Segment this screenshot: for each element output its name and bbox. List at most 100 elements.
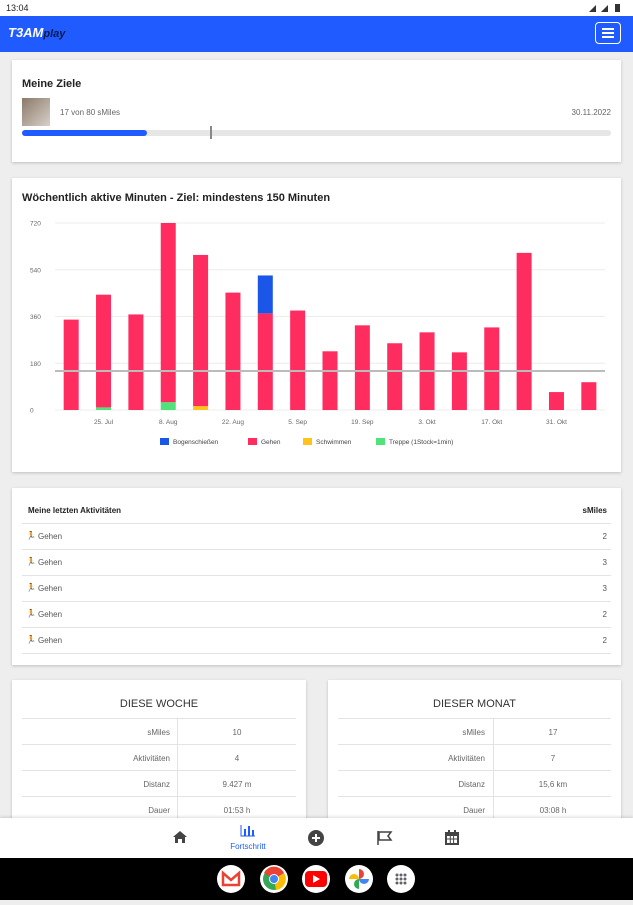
stats-label: sMiles xyxy=(462,728,485,737)
activity-icon: 🏃 xyxy=(26,609,36,618)
goal-date: 30.11.2022 xyxy=(571,108,611,117)
x-tick-label: 17. Okt xyxy=(481,419,502,426)
flag-tab[interactable] xyxy=(376,830,394,846)
cell-divider xyxy=(493,771,494,797)
bar-segment xyxy=(160,402,176,410)
cell-divider xyxy=(493,797,494,823)
menu-button[interactable] xyxy=(595,22,621,44)
calendar-tab[interactable] xyxy=(444,829,460,846)
stats-label: Dauer xyxy=(463,806,485,815)
app-bar: T3AMplay xyxy=(0,16,633,52)
goal-image xyxy=(22,98,50,126)
x-tick-label: 5. Sep xyxy=(288,419,307,426)
x-tick-label: 8. Aug xyxy=(159,419,178,426)
bar-segment xyxy=(387,343,403,410)
bar-segment xyxy=(96,407,112,410)
bar-segment xyxy=(322,351,338,410)
y-tick-label: 0 xyxy=(30,408,34,415)
column-header: sMiles xyxy=(582,506,607,515)
activity-icon: 🏃 xyxy=(26,531,36,540)
stats-label: Dauer xyxy=(148,806,170,815)
stats-value: 4 xyxy=(234,754,240,763)
progress-marker xyxy=(210,126,212,139)
stats-row: sMiles 17 xyxy=(338,718,611,745)
y-tick-label: 180 xyxy=(30,361,41,368)
goals-card: Meine Ziele 17 von 80 sMiles 30.11.2022 xyxy=(12,60,621,162)
goals-title: Meine Ziele xyxy=(22,78,82,90)
stats-value: 01:53 h xyxy=(223,806,251,815)
activity-row: 🏃 Gehen 3 xyxy=(22,549,611,576)
legend-label: Bogenschießen xyxy=(173,439,219,446)
bar-segment xyxy=(193,406,209,410)
bar-segment xyxy=(128,314,144,410)
activity-icon: 🏃 xyxy=(26,635,36,644)
stats-title: DIESE WOCHE xyxy=(119,698,199,710)
bar-segment xyxy=(516,252,532,410)
activity-row: 🏃 Gehen 3 xyxy=(22,575,611,602)
bar-segment xyxy=(548,392,564,410)
activity-smiles: 2 xyxy=(602,636,607,645)
legend-swatch xyxy=(248,438,257,445)
activity-smiles: 3 xyxy=(602,558,607,567)
stats-row: Dauer 01:53 h xyxy=(22,796,296,823)
legend-swatch xyxy=(303,438,312,445)
chart-title: Wöchentlich aktive Minuten - Ziel: minde… xyxy=(22,192,330,204)
stats-value: 03:08 h xyxy=(539,806,567,815)
cell-divider xyxy=(177,745,178,771)
legend-label: Schwimmen xyxy=(316,439,352,446)
stats-row: Dauer 03:08 h xyxy=(338,796,611,823)
y-tick-label: 720 xyxy=(30,221,41,228)
stats-value: 9.427 m xyxy=(222,780,252,789)
logo[interactable]: T3AMplay xyxy=(8,25,65,40)
stats-label: sMiles xyxy=(147,728,170,737)
cell-divider xyxy=(177,771,178,797)
bar-segment xyxy=(225,292,241,410)
activity-icon: 🏃 xyxy=(26,583,36,592)
stats-row: sMiles 10 xyxy=(22,718,296,745)
x-tick-label: 19. Sep xyxy=(351,419,374,426)
add-tab[interactable] xyxy=(308,830,324,846)
x-tick-label: 31. Okt xyxy=(546,419,567,426)
x-tick-label: 22. Aug xyxy=(222,419,244,426)
stats-row: Aktivitäten 4 xyxy=(22,744,296,771)
progress-tab[interactable]: Fortschritt xyxy=(222,824,274,851)
bar-segment xyxy=(290,310,306,410)
activity-name: Gehen xyxy=(38,584,63,593)
stats-label: Distanz xyxy=(143,780,170,789)
stats-value: 17 xyxy=(548,728,558,737)
activities-title: Meine letzten Aktivitäten xyxy=(28,506,122,515)
bar-segment xyxy=(257,275,273,314)
bar-segment xyxy=(581,382,597,410)
bottom-nav: Fortschritt xyxy=(0,818,633,858)
activity-smiles: 2 xyxy=(602,532,607,541)
x-tick-label: 25. Jul xyxy=(94,419,114,426)
table-header: Meine letzten Aktivitäten sMiles xyxy=(22,497,611,524)
y-tick-label: 360 xyxy=(30,314,41,321)
stats-row: Aktivitäten 7 xyxy=(338,744,611,771)
system-bar xyxy=(0,858,633,900)
bar-segment xyxy=(193,254,209,407)
activity-name: Gehen xyxy=(38,558,63,567)
activity-smiles: 2 xyxy=(602,610,607,619)
stats-label: Distanz xyxy=(458,780,485,789)
activity-row: 🏃 Gehen 2 xyxy=(22,523,611,550)
bar-segment xyxy=(354,325,370,410)
cell-divider xyxy=(493,719,494,745)
stats-value: 15,6 km xyxy=(538,780,568,789)
activity-icon: 🏃 xyxy=(26,557,36,566)
stats-card: DIESER MONAT sMiles 17 Aktivitäten 7 Distanz 1… xyxy=(328,680,621,840)
bar-segment xyxy=(484,327,500,410)
home-tab[interactable] xyxy=(172,830,188,844)
progress-fill xyxy=(22,130,148,136)
activity-name: Gehen xyxy=(38,636,63,645)
y-tick-label: 540 xyxy=(30,267,41,274)
activities-card: Meine letzten Aktivitäten sMiles 🏃 Gehen 2… xyxy=(12,488,621,665)
stats-card: DIESE WOCHE sMiles 10 Aktivitäten 4 Distanz 9.… xyxy=(12,680,306,840)
legend-label: Treppe (1Stock=1min) xyxy=(389,439,453,446)
bar-segment xyxy=(96,294,112,408)
goal-progress-text: 17 von 80 sMiles xyxy=(60,108,121,117)
activity-smiles: 3 xyxy=(602,584,607,593)
status-bar: 13:04 xyxy=(0,0,633,16)
logo-suffix: play xyxy=(43,28,66,40)
stats-label: Aktivitäten xyxy=(448,754,485,763)
